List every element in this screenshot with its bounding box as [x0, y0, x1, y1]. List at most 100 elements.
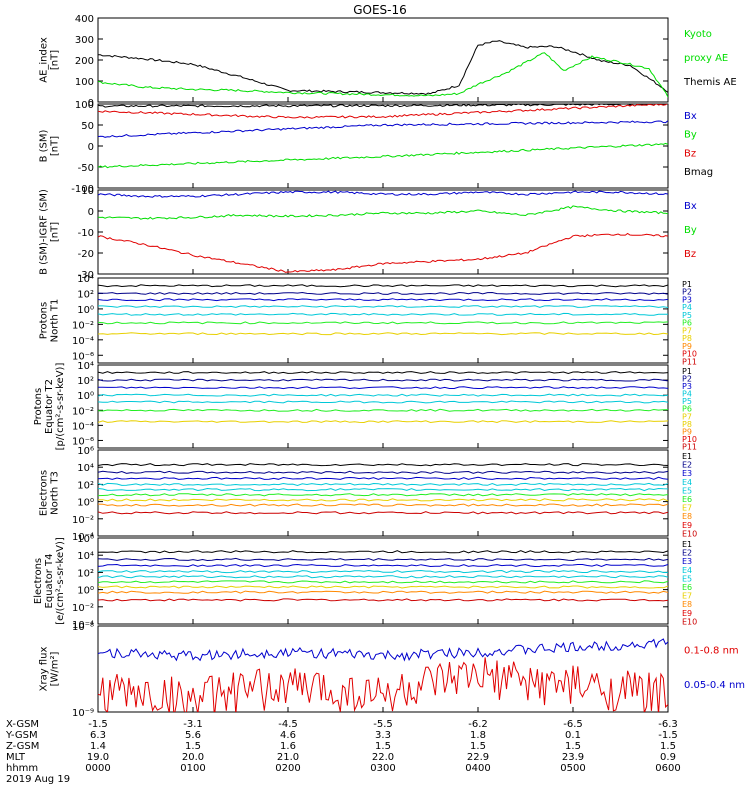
y-tick-label: 0 — [88, 207, 94, 218]
legend-entry: E8 — [682, 600, 692, 609]
y-tick-label: -10 — [78, 228, 94, 239]
panel-data — [98, 371, 668, 424]
y-tick-label: 10⁰ — [77, 305, 94, 316]
y-tick-label: 10⁻² — [72, 320, 94, 331]
y-tick-label: 0 — [88, 98, 94, 109]
y-axis-label: Xray flux — [39, 647, 50, 692]
series-line-green — [98, 205, 668, 220]
legend-entry: P7 — [682, 326, 692, 335]
series-line-black — [98, 40, 668, 96]
y-tick-label: 10² — [77, 480, 94, 491]
y-tick-label: -20 — [78, 249, 94, 260]
series-line-black — [98, 104, 668, 108]
y-tick-label: 10⁴ — [77, 551, 94, 562]
footer-value: 0400 — [465, 763, 490, 774]
legend-entry: E1 — [682, 540, 692, 549]
y-tick-label: 10⁻⁴ — [72, 336, 94, 347]
footer-value: 22.0 — [372, 752, 394, 763]
y-tick-label: 200 — [75, 56, 94, 67]
legend-entry: E6 — [682, 583, 692, 592]
flux-line-navy — [98, 557, 668, 562]
panel-data — [98, 463, 668, 515]
legend-entry: P5 — [682, 311, 692, 320]
footer-value: 5.6 — [185, 730, 201, 741]
footer-value: 0000 — [85, 763, 110, 774]
y-tick-label: 10⁻² — [72, 406, 94, 417]
y-tick-label: 10⁻⁹ — [72, 708, 94, 719]
legend-entry: E4 — [682, 478, 692, 487]
y-tick-label: 10 — [81, 186, 94, 197]
footer-value: 0500 — [560, 763, 585, 774]
y-tick-label: 100 — [75, 100, 94, 111]
flux-line-blue — [98, 563, 668, 568]
y-tick-label: -50 — [78, 163, 94, 174]
footer-value: 1.8 — [470, 730, 486, 741]
y-axis-label: Protons — [33, 388, 44, 425]
legend-entry: P6 — [682, 405, 692, 414]
panel-data — [98, 190, 668, 273]
y-tick-label: 10⁻⁸ — [72, 622, 94, 633]
legend-entry: P9 — [682, 342, 692, 351]
y-tick-label: 10⁶ — [77, 534, 94, 545]
flux-line-orange — [98, 503, 668, 507]
series-line-blue — [98, 190, 668, 198]
flux-line-cyan — [98, 575, 668, 579]
flux-line-yellow — [98, 585, 668, 589]
y-axis-label: Electrons — [33, 558, 44, 604]
footer-value: 1.5 — [565, 741, 581, 752]
y-axis-label: [W/m²] — [50, 651, 61, 686]
panel-frame — [97, 364, 669, 449]
legend-entry: P11 — [682, 357, 697, 366]
legend-entry: P6 — [682, 319, 692, 328]
y-tick-label: 300 — [75, 35, 94, 46]
legend-entry: E4 — [682, 566, 692, 575]
legend-entry: By — [684, 130, 697, 141]
footer-value: 1.5 — [375, 741, 391, 752]
legend-entry: P11 — [682, 442, 697, 451]
y-tick-label: 10⁻⁶ — [72, 351, 94, 362]
legend: Bx By Bz — [684, 201, 697, 260]
legend-entry: E8 — [682, 512, 692, 521]
legend-entry: E10 — [682, 617, 697, 626]
y-axis-label: North T3 — [50, 471, 61, 515]
y-tick-label: 10⁻² — [72, 515, 94, 526]
legend-entry: Bmag — [684, 167, 713, 178]
y-tick-label: 100 — [75, 77, 94, 88]
legend-entry: P1 — [682, 280, 692, 289]
footer-value: 0600 — [655, 763, 680, 774]
legend-entry: P8 — [682, 420, 692, 429]
y-tick-label: 10⁰ — [77, 586, 94, 597]
series-line-red — [98, 657, 668, 712]
legend-entry: E9 — [682, 521, 692, 530]
legend-entry: E9 — [682, 609, 692, 618]
y-tick-label: 400 — [75, 14, 94, 25]
y-tick-label: 10⁻² — [72, 603, 94, 614]
panel-7: 10⁻⁴ 10⁻² 10⁰ 10² 10⁴ 10⁶ Electrons Equator T4[… — [33, 534, 697, 631]
legend-entry: P3 — [682, 382, 692, 391]
flux-line-blue — [98, 386, 668, 390]
flux-line-black — [98, 371, 668, 375]
footer-value: -5.5 — [373, 719, 393, 730]
legend-entry: E1 — [682, 452, 692, 461]
legend-entry: Themis AE — [683, 77, 737, 88]
footer-value: 1.5 — [470, 741, 486, 752]
footer-row-label: MLT — [6, 752, 26, 763]
footer-value: -4.5 — [278, 719, 298, 730]
flux-line-navy — [98, 378, 668, 382]
series-line-red — [98, 232, 668, 273]
legend-entry: P3 — [682, 295, 692, 304]
legend-entry: Bx — [684, 111, 697, 122]
footer-value: 1.4 — [90, 741, 106, 752]
footer-value: 0200 — [275, 763, 300, 774]
legend-entry: E2 — [682, 549, 692, 558]
footer-value: 19.0 — [87, 752, 109, 763]
flux-line-yellow — [98, 498, 668, 502]
legend-entry: E3 — [682, 557, 692, 566]
series-line-green — [98, 142, 668, 169]
legend-entry: Bx — [684, 201, 697, 212]
legend-entry: P4 — [682, 390, 692, 399]
